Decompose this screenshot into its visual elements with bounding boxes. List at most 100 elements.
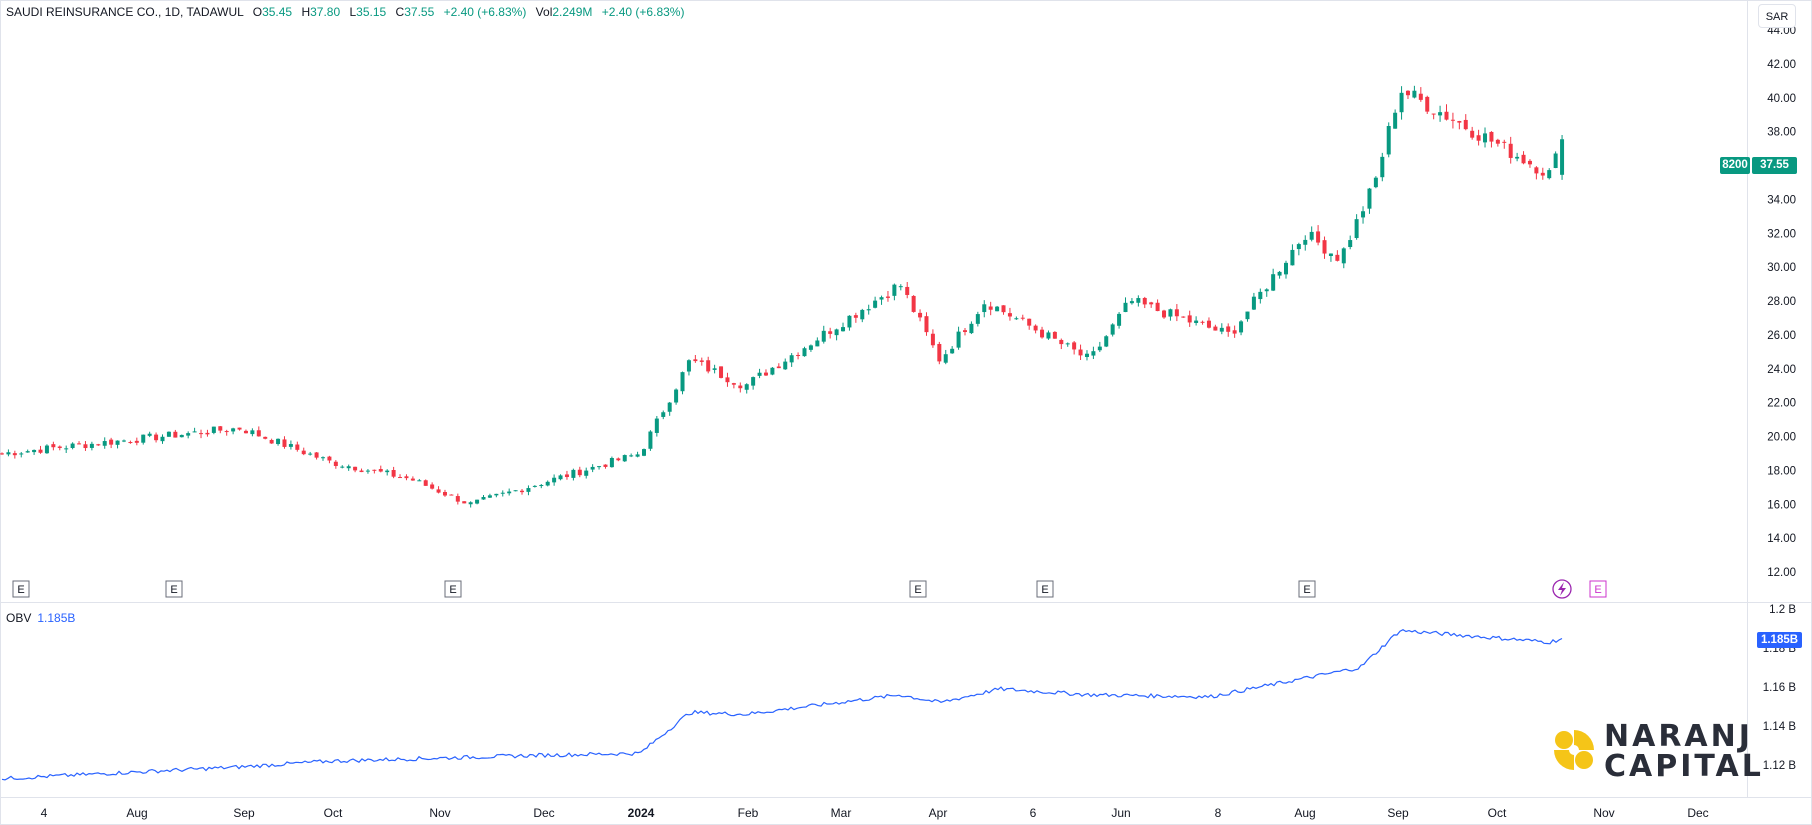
candle-body — [963, 330, 967, 333]
candle-body — [731, 383, 736, 385]
price-tick-label: 28.00 — [1767, 296, 1796, 308]
candle-body — [1450, 119, 1455, 121]
candle-body — [1444, 111, 1449, 120]
currency-button[interactable]: SAR — [1758, 4, 1796, 28]
time-tick-label: Apr — [929, 806, 948, 820]
candle-body — [507, 491, 512, 494]
candle-body — [1303, 239, 1308, 245]
logo-line-2: CAPITAL — [1604, 749, 1764, 784]
candle-body — [911, 295, 916, 312]
candle-body — [1226, 326, 1231, 332]
candle-body — [693, 359, 698, 362]
candle-body — [1328, 253, 1333, 256]
candle-body — [372, 469, 377, 471]
candle-body — [89, 443, 94, 448]
time-tick-label: Sep — [233, 806, 255, 820]
candle-body — [674, 389, 679, 403]
candle-body — [1393, 112, 1398, 129]
candle-body — [263, 436, 268, 439]
candle-body — [1072, 342, 1077, 350]
candle-body — [25, 451, 30, 453]
candle-body — [500, 492, 505, 494]
candle-body — [712, 368, 717, 370]
candle-body — [1155, 302, 1160, 312]
candle-body — [1129, 301, 1134, 304]
price-tick-label: 22.00 — [1767, 398, 1796, 410]
candle-body — [1014, 318, 1019, 320]
candle-body — [211, 426, 216, 433]
candle-body — [783, 361, 788, 370]
candle-body — [160, 436, 165, 442]
time-tick-label: Feb — [738, 806, 759, 820]
flash-bolt-icon — [1558, 582, 1566, 596]
candle-body — [622, 455, 627, 462]
candle-body — [686, 360, 691, 372]
earnings-marker-label: E — [1041, 584, 1048, 596]
high-label: H — [301, 5, 311, 19]
candle-body — [706, 360, 711, 372]
candle-body — [1322, 240, 1327, 254]
time-tick-label: Aug — [126, 806, 147, 820]
earnings-marker — [909, 580, 927, 598]
candle-body — [892, 284, 897, 296]
candle-body — [301, 450, 306, 455]
obv-axis[interactable]: 1.12 B1.14 B1.16 B1.18 B1.2 B — [1763, 604, 1797, 772]
candle-body — [417, 480, 422, 482]
obv-legend[interactable]: OBV 1.185B — [6, 611, 75, 625]
candle-body — [38, 449, 43, 453]
vol-change-value: +2.40 (+6.83%) — [601, 5, 685, 19]
candle-body — [353, 466, 358, 471]
earnings-marker — [12, 580, 30, 598]
candle-body — [333, 461, 338, 466]
candle-body — [834, 329, 839, 336]
candle-body — [224, 431, 229, 433]
candle-body — [1104, 336, 1109, 347]
obv-last-tag: 1.185B — [1757, 632, 1802, 648]
price-tick-label: 44.00 — [1767, 25, 1796, 37]
naranj-capital-logo: NARANJ CAPITAL — [1550, 720, 1761, 782]
candle-body — [577, 469, 582, 476]
time-axis[interactable]: 4 Aug Sep Oct Nov Dec 2024 Feb Mar Apr 6 Jun 8 Aug Sep… — [41, 806, 1709, 820]
obv-tick-label: 1.2 B — [1769, 604, 1796, 616]
candle-body — [295, 444, 300, 450]
candle-body — [51, 444, 56, 448]
low-label: L — [349, 5, 357, 19]
candle-body — [1495, 139, 1500, 144]
price-tick-label: 32.00 — [1767, 228, 1796, 240]
candle-body — [192, 431, 197, 433]
candle-body — [930, 333, 935, 346]
candle-body — [744, 384, 749, 390]
earnings-marker-label: E — [17, 584, 24, 596]
candle-body — [308, 453, 313, 455]
candle-body — [545, 481, 550, 486]
candle-body — [121, 440, 126, 442]
time-tick-label: Dec — [1687, 806, 1708, 820]
candle-body — [802, 348, 807, 357]
vol-label: Vol — [535, 5, 553, 19]
candle-body — [391, 470, 396, 477]
candle-body — [564, 474, 569, 478]
candle-body — [1277, 271, 1282, 276]
candle-body — [757, 372, 762, 376]
candle-body — [1136, 298, 1141, 303]
price-axis[interactable]: 12.00 14.00 16.00 18.00 20.00 22.00 24.00 26.00… — [1767, 25, 1796, 579]
candle-body — [57, 446, 62, 449]
candle-body — [1040, 329, 1045, 338]
candle-body — [905, 286, 910, 295]
candle-body — [134, 440, 139, 443]
candle-body — [1117, 313, 1122, 326]
symbol-title[interactable]: SAUDI REINSURANCE CO., 1D, TADAWUL — [6, 5, 244, 19]
candle-body — [956, 331, 961, 348]
candle-body — [442, 491, 447, 496]
open-value: 35.45 — [262, 5, 293, 19]
candle-body — [808, 345, 813, 350]
price-tick-label: 34.00 — [1767, 194, 1796, 206]
price-tick-label: 18.00 — [1767, 465, 1796, 477]
candle-body — [975, 314, 980, 324]
obv-tick-label: 1.14 B — [1763, 721, 1797, 733]
candle-body — [340, 466, 345, 468]
candle-body — [1373, 177, 1378, 188]
candle-body — [1476, 135, 1481, 141]
